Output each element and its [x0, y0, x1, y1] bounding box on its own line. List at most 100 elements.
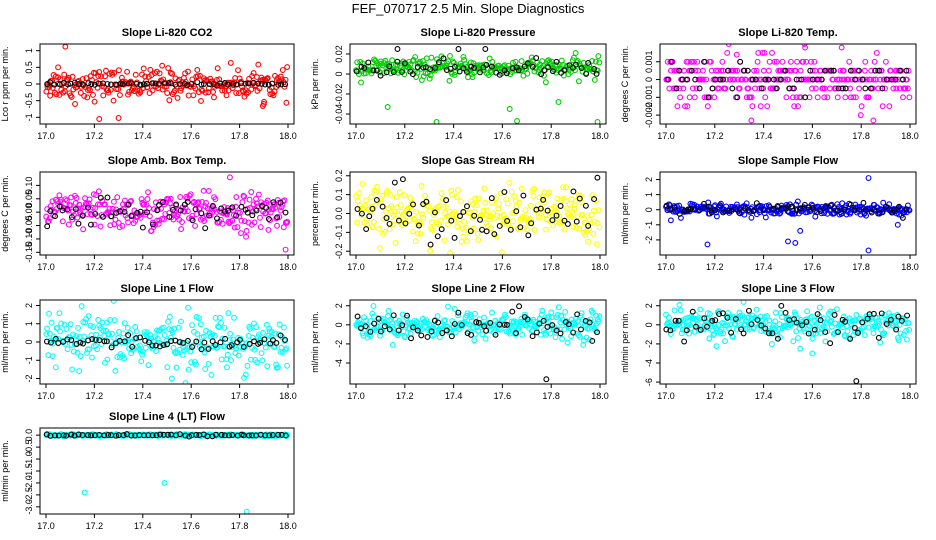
panel-8: Slope Line 2 Flow ml/min per min. 2 0 -2 -4 17… — [310, 283, 609, 401]
data-point — [420, 214, 427, 221]
data-point — [726, 208, 733, 214]
data-point — [91, 221, 98, 228]
data-point — [396, 189, 403, 196]
data-point — [216, 76, 223, 83]
data-point — [58, 320, 65, 327]
data-point — [547, 330, 554, 337]
data-point — [244, 362, 251, 369]
data-point — [197, 321, 204, 328]
plot-frame — [39, 43, 295, 125]
data-point — [167, 334, 174, 341]
data-point — [247, 325, 254, 332]
data-point — [373, 67, 380, 74]
data-point — [773, 58, 780, 65]
data-point — [475, 319, 482, 326]
data-point — [882, 58, 889, 65]
y-tick-label: 1 — [24, 321, 34, 326]
x-tick-label: 17.6 — [182, 131, 200, 141]
data-point — [101, 338, 108, 345]
data-point — [156, 80, 162, 87]
data-point — [495, 205, 502, 212]
data-point — [533, 329, 540, 336]
data-point — [259, 357, 266, 364]
data-point — [210, 89, 217, 95]
data-point — [686, 94, 693, 101]
data-point — [811, 326, 818, 333]
data-point — [549, 68, 556, 75]
data-point — [198, 81, 205, 88]
data-point — [144, 196, 151, 202]
outlier-point — [865, 175, 872, 181]
data-point — [56, 203, 63, 210]
data-point — [811, 58, 818, 65]
data-point — [691, 94, 698, 101]
data-point — [206, 212, 212, 219]
data-point — [190, 92, 197, 99]
x-tick-label: 17.0 — [657, 391, 675, 401]
plot-frame — [349, 299, 607, 385]
data-point — [429, 227, 436, 234]
data-point — [798, 76, 805, 83]
data-point — [384, 188, 391, 194]
y-tick-label: -0.15 — [24, 242, 34, 263]
data-point — [133, 80, 140, 87]
data-point — [572, 50, 579, 56]
data-point — [585, 222, 592, 229]
data-point — [121, 338, 128, 345]
y-axis-label: ml/min per min. — [310, 311, 320, 373]
data-point — [253, 74, 260, 80]
data-point — [203, 200, 210, 206]
plot-frame — [39, 299, 295, 385]
data-point — [125, 337, 132, 344]
data-point — [371, 320, 378, 327]
data-point — [422, 70, 429, 77]
data-point — [54, 198, 61, 205]
data-point — [110, 300, 117, 304]
data-point — [578, 326, 584, 333]
data-point — [793, 319, 800, 326]
data-point — [593, 70, 600, 77]
data-point — [840, 67, 847, 74]
data-point — [272, 330, 279, 337]
data-point — [251, 219, 258, 226]
data-point — [273, 215, 280, 222]
data-point — [707, 310, 713, 317]
data-point — [591, 76, 598, 83]
data-point — [756, 76, 763, 83]
data-point — [756, 85, 763, 92]
y-axis-label: ml/min per min. — [0, 440, 10, 502]
data-point — [246, 341, 253, 347]
data-point — [805, 204, 812, 211]
data-points — [663, 44, 913, 124]
data-point — [663, 202, 670, 209]
data-point — [238, 203, 245, 210]
data-point — [95, 201, 101, 208]
panel-4: Slope Amb. Box Temp. degrees C per min. 0.… — [0, 155, 297, 272]
data-point — [185, 68, 191, 75]
y-tick-label: 0.001 — [644, 51, 654, 74]
data-point — [269, 432, 276, 438]
data-point — [79, 212, 86, 219]
data-point — [233, 212, 240, 219]
data-point — [671, 204, 678, 211]
data-point — [766, 58, 773, 65]
data-point — [164, 90, 171, 96]
data-point — [249, 212, 256, 219]
data-point — [518, 185, 525, 192]
data-point — [95, 188, 102, 195]
data-point — [831, 330, 838, 337]
x-tick-label: 17.0 — [347, 391, 365, 401]
x-tick-label: 17.6 — [182, 521, 200, 531]
data-point — [68, 214, 75, 221]
data-point — [582, 202, 589, 209]
x-tick-label: 17.0 — [657, 262, 675, 272]
data-point — [407, 194, 414, 201]
data-point — [870, 330, 877, 337]
data-point — [575, 322, 582, 329]
data-point — [213, 431, 219, 438]
x-tick-label: 17.0 — [37, 131, 55, 141]
data-point — [166, 97, 173, 104]
y-tick-label: 2 — [24, 303, 34, 308]
data-point — [696, 85, 703, 92]
data-point — [561, 226, 568, 233]
